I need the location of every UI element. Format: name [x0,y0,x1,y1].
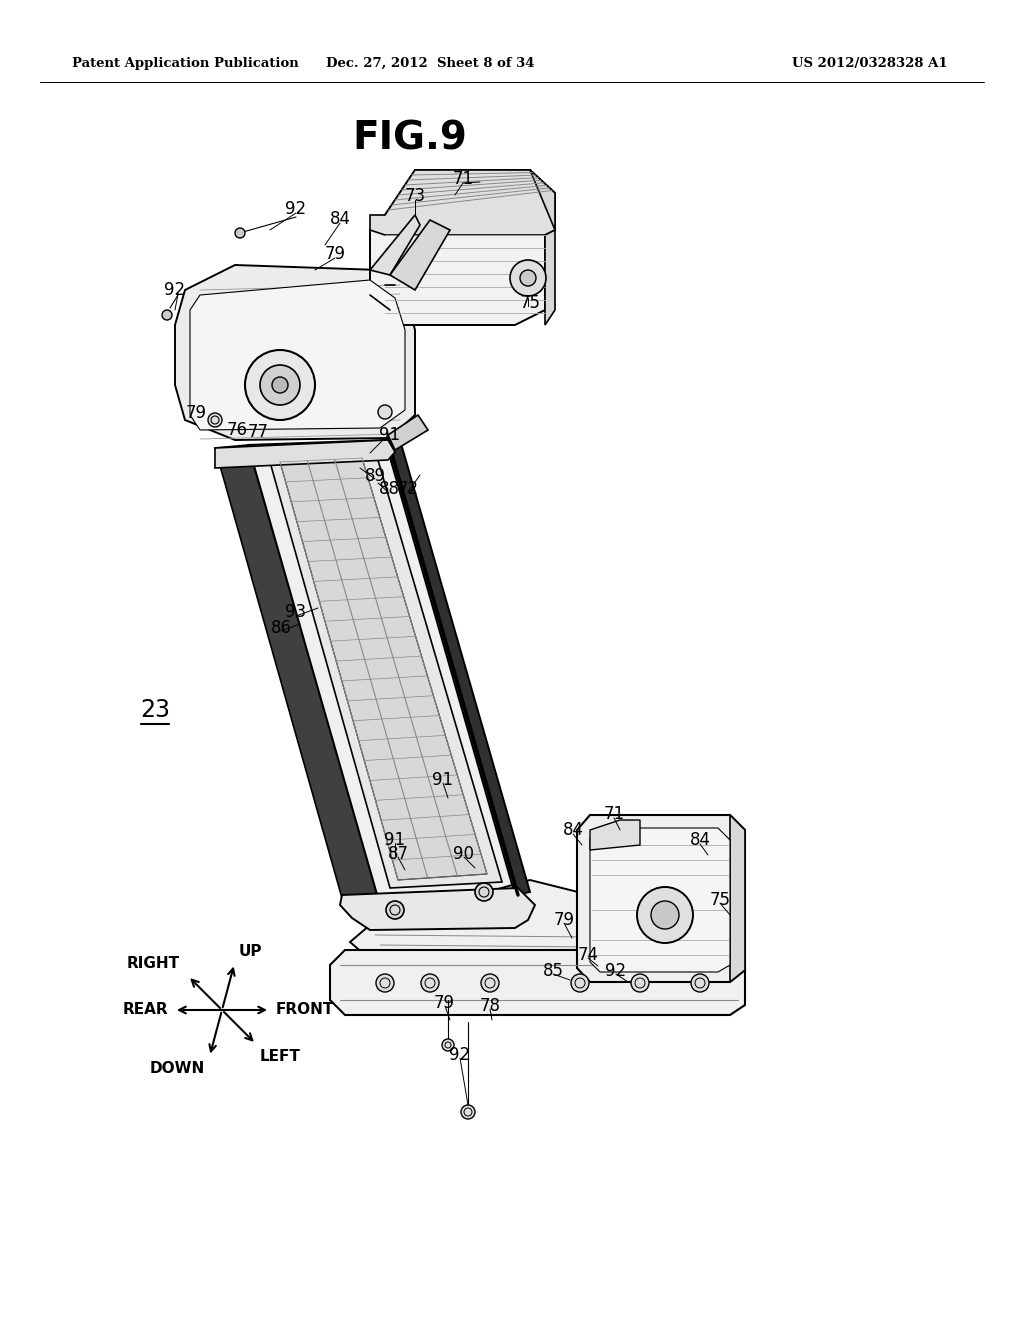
Polygon shape [215,440,395,469]
Circle shape [510,260,546,296]
Text: LEFT: LEFT [260,1049,301,1064]
Polygon shape [370,170,555,235]
Text: Dec. 27, 2012  Sheet 8 of 34: Dec. 27, 2012 Sheet 8 of 34 [326,57,535,70]
Polygon shape [330,950,745,1015]
Text: 84: 84 [562,821,584,840]
Text: 79: 79 [325,246,345,263]
Text: DOWN: DOWN [150,1061,205,1076]
Circle shape [234,228,245,238]
Circle shape [691,974,709,993]
Text: 71: 71 [453,170,473,187]
Text: 75: 75 [519,294,541,312]
Text: REAR: REAR [123,1002,168,1018]
Text: 79: 79 [554,911,574,929]
Polygon shape [215,445,378,898]
Circle shape [386,902,404,919]
Text: 23: 23 [140,698,170,722]
Circle shape [208,413,222,426]
Polygon shape [370,170,555,325]
Text: 75: 75 [710,891,730,909]
Text: 87: 87 [387,845,409,863]
Circle shape [245,350,315,420]
Text: 91: 91 [384,832,406,849]
Circle shape [376,974,394,993]
Polygon shape [530,170,555,325]
Polygon shape [730,814,745,982]
Text: 73: 73 [404,187,426,205]
Circle shape [631,974,649,993]
Text: RIGHT: RIGHT [127,956,180,972]
Circle shape [520,271,536,286]
Text: 92: 92 [165,281,185,300]
Text: 84: 84 [689,832,711,849]
Circle shape [421,974,439,993]
Circle shape [475,883,493,902]
Text: 79: 79 [185,404,207,422]
Text: 92: 92 [450,1045,471,1064]
Text: 84: 84 [330,210,350,228]
Text: 79: 79 [433,994,455,1012]
Circle shape [571,974,589,993]
Circle shape [272,378,288,393]
Circle shape [637,887,693,942]
Text: 91: 91 [380,426,400,444]
Text: 71: 71 [603,805,625,822]
Polygon shape [385,440,530,895]
Text: 76: 76 [226,421,248,440]
Polygon shape [590,820,640,850]
Polygon shape [350,880,730,960]
Text: FIG.9: FIG.9 [352,119,467,157]
Polygon shape [590,828,730,972]
Circle shape [162,310,172,319]
Polygon shape [370,215,420,275]
Polygon shape [280,458,487,880]
Circle shape [260,366,300,405]
Circle shape [481,974,499,993]
Polygon shape [268,450,502,888]
Text: UP: UP [239,944,262,958]
Polygon shape [190,280,406,430]
Text: Patent Application Publication: Patent Application Publication [72,57,299,70]
Circle shape [461,1105,475,1119]
Text: 74: 74 [578,946,598,964]
Text: US 2012/0328328 A1: US 2012/0328328 A1 [793,57,948,70]
Text: 93: 93 [286,603,306,620]
Text: 92: 92 [605,962,627,979]
Text: 72: 72 [397,480,419,498]
Text: 77: 77 [248,422,268,441]
Text: 85: 85 [543,962,563,979]
Polygon shape [390,220,450,290]
Polygon shape [340,888,535,931]
Circle shape [651,902,679,929]
Text: 86: 86 [270,619,292,638]
Text: 90: 90 [454,845,474,863]
Circle shape [378,405,392,418]
Polygon shape [388,414,428,450]
Text: 88: 88 [379,480,399,498]
Text: 89: 89 [365,467,385,484]
Text: 78: 78 [479,997,501,1015]
Circle shape [442,1039,454,1051]
Polygon shape [175,265,415,440]
Text: FRONT: FRONT [276,1002,335,1018]
Text: 91: 91 [432,771,454,789]
Text: 92: 92 [286,201,306,218]
Polygon shape [248,440,518,898]
Polygon shape [577,814,745,982]
